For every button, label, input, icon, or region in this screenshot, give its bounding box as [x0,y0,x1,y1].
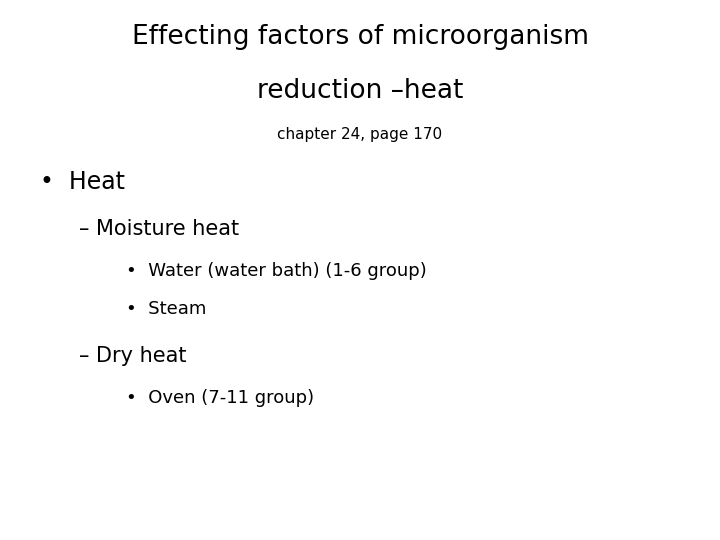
Text: reduction –heat: reduction –heat [257,78,463,104]
Text: Effecting factors of microorganism: Effecting factors of microorganism [132,24,588,50]
Text: •  Heat: • Heat [40,170,125,194]
Text: •  Oven (7-11 group): • Oven (7-11 group) [126,389,314,407]
Text: – Dry heat: – Dry heat [79,346,186,366]
Text: •  Water (water bath) (1-6 group): • Water (water bath) (1-6 group) [126,262,427,280]
Text: – Moisture heat: – Moisture heat [79,219,239,239]
Text: chapter 24, page 170: chapter 24, page 170 [277,127,443,142]
Text: •  Steam: • Steam [126,300,207,318]
